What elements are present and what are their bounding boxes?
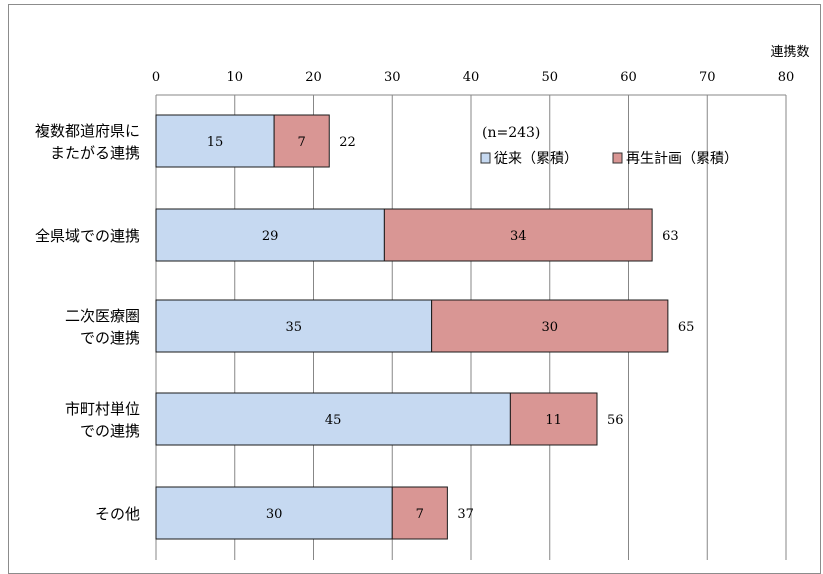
category-label: 市町村単位 xyxy=(65,400,140,418)
legend-label: 従来（累積） xyxy=(494,151,578,167)
x-tick-label: 10 xyxy=(226,70,243,85)
x-tick-label: 80 xyxy=(778,70,795,85)
bar-value-label: 11 xyxy=(545,413,562,428)
legend-swatch xyxy=(612,152,623,164)
bar-segment xyxy=(273,114,330,168)
bar-value-label: 15 xyxy=(207,135,224,150)
bar-total-label: 56 xyxy=(607,413,624,428)
bar-segment xyxy=(509,392,598,446)
legend-swatch xyxy=(480,152,491,164)
bar-segment xyxy=(155,486,393,540)
bar-layer xyxy=(155,114,669,540)
bar-segment xyxy=(391,486,448,540)
bar-value-label: 34 xyxy=(510,229,527,244)
x-tick-label: 20 xyxy=(305,70,322,85)
x-tick-label: 50 xyxy=(541,70,558,85)
bar-value-label: 7 xyxy=(298,135,306,150)
x-tick-label: 60 xyxy=(620,70,637,85)
bar-total-label: 37 xyxy=(457,507,474,522)
bar-segment xyxy=(431,299,669,353)
bar-total-label: 63 xyxy=(662,229,679,244)
bar-value-label: 30 xyxy=(266,507,283,522)
category-label: での連携 xyxy=(80,329,140,347)
bar-value-label: 7 xyxy=(416,507,424,522)
x-axis-unit-label: 連携数 xyxy=(770,44,809,60)
bar-value-label: 29 xyxy=(262,229,279,244)
bar-segment xyxy=(155,299,433,353)
x-tick-label: 30 xyxy=(384,70,401,85)
category-label: 二次医療圏 xyxy=(65,307,140,325)
bar-segment xyxy=(155,392,511,446)
legend-label: 再生計画（累積） xyxy=(626,151,738,167)
bar-total-label: 65 xyxy=(678,320,695,335)
bar-segment xyxy=(383,208,653,262)
bar-segment xyxy=(155,114,275,168)
sample-size-note: (n=243) xyxy=(482,125,540,141)
bar-total-label: 22 xyxy=(339,135,356,150)
bar-value-label: 35 xyxy=(286,320,303,335)
category-label: 複数都道府県に xyxy=(35,122,140,140)
category-label: 全県域での連携 xyxy=(35,227,140,245)
x-tick-label: 70 xyxy=(699,70,716,85)
bar-value-label: 45 xyxy=(325,413,342,428)
x-tick-label: 40 xyxy=(463,70,480,85)
bar-segment xyxy=(155,208,385,262)
legend: (n=243) 従来（累積） 再生計画（累積） xyxy=(480,125,738,167)
category-label: での連携 xyxy=(80,422,140,440)
category-label: その他 xyxy=(95,505,140,523)
category-label: またがる連携 xyxy=(50,144,140,162)
x-tick-label: 0 xyxy=(152,70,160,85)
bar-value-label: 30 xyxy=(541,320,558,335)
